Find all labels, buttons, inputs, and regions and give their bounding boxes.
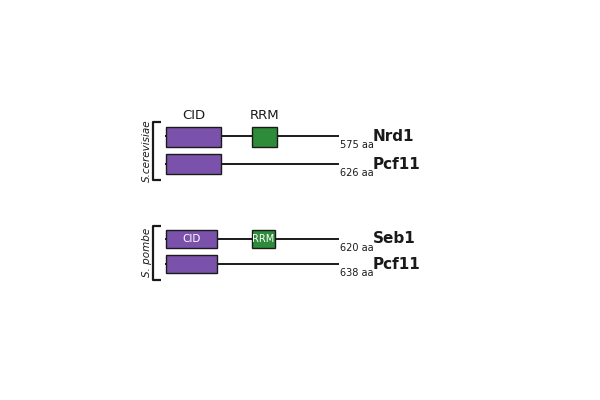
Text: S.cerevisiae: S.cerevisiae (142, 120, 152, 182)
Text: 626 aa: 626 aa (340, 168, 374, 178)
FancyBboxPatch shape (166, 230, 217, 248)
Text: 620 aa: 620 aa (340, 243, 374, 253)
Text: Pcf11: Pcf11 (373, 257, 421, 272)
FancyBboxPatch shape (166, 126, 221, 146)
FancyBboxPatch shape (166, 255, 217, 274)
FancyBboxPatch shape (166, 154, 221, 174)
Text: Nrd1: Nrd1 (373, 129, 414, 144)
Text: RRM: RRM (252, 234, 274, 244)
Text: 638 aa: 638 aa (340, 268, 374, 278)
Text: Seb1: Seb1 (373, 232, 415, 246)
Text: Pcf11: Pcf11 (373, 157, 421, 172)
Text: RRM: RRM (250, 109, 280, 122)
Text: CID: CID (182, 234, 200, 244)
Text: 575 aa: 575 aa (340, 140, 374, 150)
FancyBboxPatch shape (252, 126, 277, 146)
Text: CID: CID (182, 109, 205, 122)
FancyBboxPatch shape (252, 230, 275, 248)
Text: S. pombe: S. pombe (142, 228, 152, 278)
